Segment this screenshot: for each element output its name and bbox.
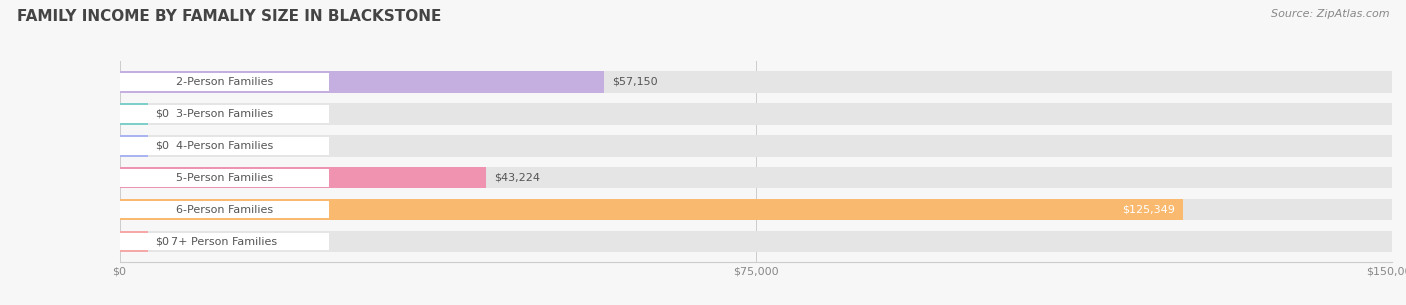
Bar <box>120 71 605 93</box>
Bar <box>120 199 1182 221</box>
Text: $43,224: $43,224 <box>494 173 540 183</box>
Text: $57,150: $57,150 <box>612 77 658 87</box>
Text: 7+ Person Families: 7+ Person Families <box>172 237 277 246</box>
Bar <box>120 71 1392 93</box>
Text: $0: $0 <box>155 237 169 246</box>
Text: FAMILY INCOME BY FAMALIY SIZE IN BLACKSTONE: FAMILY INCOME BY FAMALIY SIZE IN BLACKST… <box>17 9 441 24</box>
Text: 4-Person Families: 4-Person Families <box>176 141 273 151</box>
Bar <box>120 135 148 156</box>
Bar <box>120 73 329 91</box>
Bar <box>120 169 329 187</box>
Text: $0: $0 <box>155 141 169 151</box>
Bar <box>120 167 486 188</box>
Text: $0: $0 <box>155 109 169 119</box>
Text: 2-Person Families: 2-Person Families <box>176 77 273 87</box>
Bar <box>120 135 1392 156</box>
Text: Source: ZipAtlas.com: Source: ZipAtlas.com <box>1271 9 1389 19</box>
Bar <box>120 233 329 250</box>
Bar <box>120 103 1392 124</box>
Text: 5-Person Families: 5-Person Families <box>176 173 273 183</box>
Bar <box>120 199 1392 221</box>
Bar <box>120 105 329 123</box>
Bar <box>120 167 1392 188</box>
Bar <box>120 103 148 124</box>
Bar <box>120 231 148 253</box>
Text: $125,349: $125,349 <box>1122 205 1175 215</box>
Bar <box>120 231 1392 253</box>
Text: 6-Person Families: 6-Person Families <box>176 205 273 215</box>
Bar <box>120 137 329 155</box>
Bar <box>120 201 329 218</box>
Text: 3-Person Families: 3-Person Families <box>176 109 273 119</box>
